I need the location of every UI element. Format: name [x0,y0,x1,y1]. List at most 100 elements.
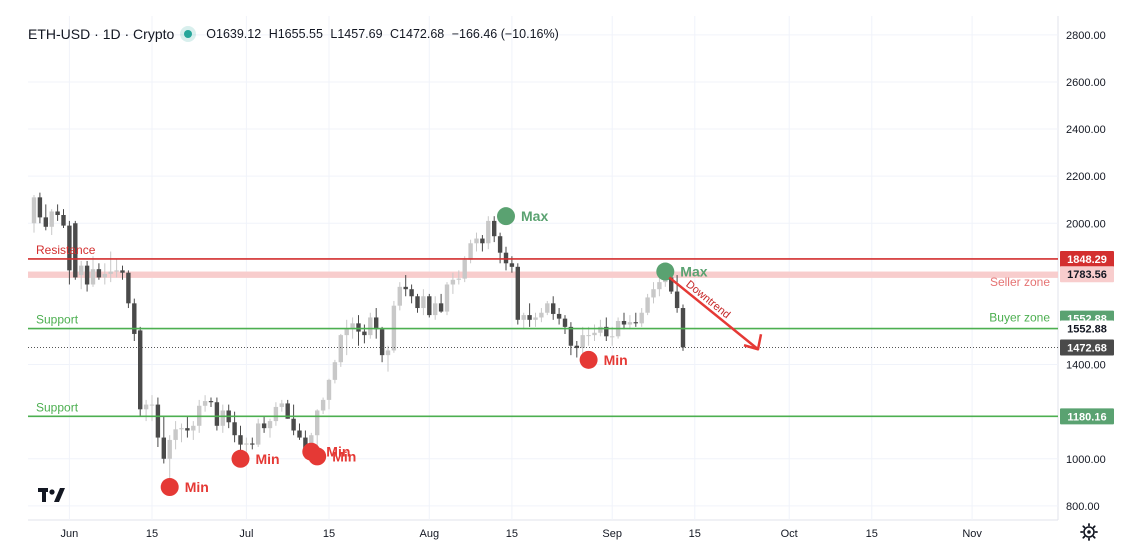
candle [480,235,485,252]
candle [102,263,107,285]
candle-body [267,421,273,429]
symbol-name[interactable]: ETH-USD [28,26,91,42]
candle-body [303,437,308,450]
resistance-price-tag[interactable]: 1848.29 [1060,250,1114,267]
candle [214,397,220,431]
candle [138,326,143,417]
price-tick-label: 800.00 [1066,501,1100,513]
candle-body [621,320,627,325]
candle [592,324,597,342]
min-marker[interactable]: Min [160,478,209,497]
candle [90,256,96,287]
candle [179,423,184,443]
candle-body [161,437,166,459]
candle [456,270,461,285]
price-tick-label: 1400.00 [1066,360,1106,372]
candle-body [250,443,255,445]
candle [610,326,615,346]
candle-body [279,403,284,407]
candle-body [155,404,161,438]
candle [208,397,214,407]
candle [143,399,149,422]
min-dot[interactable] [231,449,250,468]
candle-body [515,266,520,320]
candle-body [556,313,562,319]
buyer-zone-label: Buyer zone [989,311,1050,325]
tradingview-logo[interactable] [38,486,66,504]
candle [492,216,497,243]
time-tick-label: Jun [61,528,79,540]
support-2-price-tag-text: 1180.16 [1067,411,1106,423]
candle [580,326,585,356]
zones [28,271,1058,278]
max-dot[interactable] [497,207,515,226]
candle-body [527,315,532,320]
candle [427,293,432,318]
candle-body [497,236,503,253]
candle-body [37,197,43,218]
candle-body [610,336,615,338]
min-marker[interactable]: Min [579,350,628,369]
support-2-price-tag[interactable]: 1180.16 [1060,408,1114,425]
candle [161,416,166,464]
min-dot[interactable] [579,350,598,369]
price-tick-label: 2600.00 [1066,77,1106,89]
candle-body [562,318,568,327]
candle-body [680,308,686,348]
candle [391,300,397,353]
candle [657,277,662,297]
candle-body [90,269,96,285]
candle [320,397,326,415]
candle-body [132,303,137,334]
min-marker[interactable]: Min [231,449,280,468]
interval-label[interactable]: 1D [102,26,121,42]
max-marker[interactable]: Max [497,207,548,226]
max-dot[interactable] [656,262,675,281]
candle-body [167,439,172,459]
candle-body [73,223,78,278]
candle [108,251,113,283]
candle-body [126,272,131,304]
seller-zone-price-tag[interactable]: 1783.56 [1060,266,1114,283]
candle [244,437,249,452]
settings-gear-icon[interactable] [1080,523,1098,541]
time-tick-label: 15 [506,528,518,540]
candle-body [273,406,279,422]
candle [256,418,261,447]
symbol-header[interactable]: ETH-USD · 1D · Crypto O1639.12 H1655.55 … [28,24,563,44]
candle-body [356,323,361,332]
min-label: Min [604,352,628,368]
support-price-tag[interactable]: 1552.88 [1060,320,1114,337]
candle-body [574,345,579,349]
price-tags: 1848.291783.561552.881552.881472.681180.… [1060,250,1114,425]
candle-body [256,423,261,445]
support-price-tag-box [1060,320,1114,337]
candle [444,282,450,316]
max-marker[interactable]: Max [656,262,708,281]
candle-body [326,379,332,400]
candle [627,315,633,330]
candle-body [444,284,450,312]
min-dot[interactable] [160,478,179,497]
levels: Resistance Support Support Seller zone Buyer… [28,243,1058,418]
candle-body [468,243,473,260]
high-value: H1655.55 [268,27,323,41]
candle [362,324,367,344]
last-price-tag[interactable]: 1472.68 [1060,339,1114,356]
candle-body [285,403,290,419]
candle-body [232,422,237,436]
candle [291,404,296,436]
min-marker[interactable]: Min [308,447,356,466]
candle [37,192,43,224]
candle [261,416,267,433]
candle-body [592,332,597,336]
candle-body [79,265,84,276]
candle [31,194,37,233]
candle [574,341,579,358]
candle-body [645,297,650,313]
separator: · [90,26,103,42]
min-dot[interactable] [308,447,327,466]
candle-body [143,404,149,410]
